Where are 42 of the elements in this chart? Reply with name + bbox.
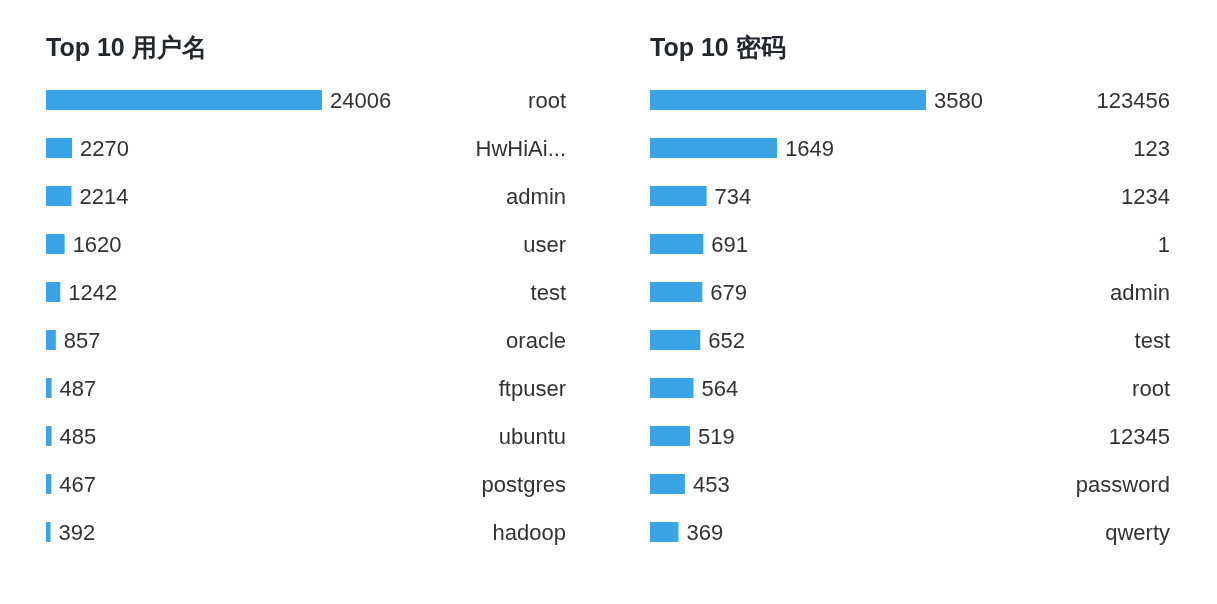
data-label: 3580: [934, 88, 983, 113]
y-tick-label: 123: [1133, 136, 1170, 161]
chart-title: Top 10 用户名: [46, 33, 207, 61]
data-label: 467: [59, 472, 97, 497]
y-tick-label: 1: [1157, 232, 1170, 257]
data-label: 487: [59, 376, 97, 401]
data-label: 485: [59, 424, 97, 449]
y-tick-label: 12345: [1108, 424, 1170, 449]
data-label: 519: [698, 424, 735, 449]
data-label: 453: [692, 472, 730, 497]
y-tick-label: HwHiAi...: [475, 136, 566, 161]
y-tick-label: qwerty: [1105, 520, 1170, 545]
data-label: 652: [708, 328, 745, 353]
y-tick-label: ubuntu: [498, 424, 566, 449]
y-tick-label: test: [530, 280, 566, 305]
y-tick-label: postgres: [481, 472, 566, 497]
data-label: 2270: [80, 136, 130, 161]
data-label: 679: [710, 280, 748, 305]
data-label: 24006: [330, 88, 392, 113]
y-tick-label: password: [1075, 472, 1170, 497]
data-label: 734: [714, 184, 752, 209]
data-label: 2214: [79, 184, 129, 209]
y-tick-label: 1234: [1121, 184, 1170, 209]
data-label: 1242: [68, 280, 118, 305]
y-tick-label: hadoop: [492, 520, 566, 545]
data-label: 691: [711, 232, 748, 257]
y-tick-label: test: [1134, 328, 1170, 353]
y-tick-label: root: [1132, 376, 1170, 401]
y-tick-label: oracle: [506, 328, 566, 353]
data-label: 1649: [785, 136, 835, 161]
data-label: 392: [58, 520, 96, 545]
data-label: 369: [686, 520, 724, 545]
data-label: 1620: [72, 232, 122, 257]
data-label: 564: [701, 376, 739, 401]
y-tick-label: ftpuser: [498, 376, 566, 401]
y-tick-label: user: [523, 232, 566, 257]
data-label: 857: [63, 328, 101, 353]
chart-title: Top 10 密码: [650, 33, 786, 61]
y-tick-label: admin: [506, 184, 566, 209]
y-tick-label: 123456: [1096, 88, 1170, 113]
y-tick-label: admin: [1110, 280, 1170, 305]
y-tick-label: root: [528, 88, 566, 113]
